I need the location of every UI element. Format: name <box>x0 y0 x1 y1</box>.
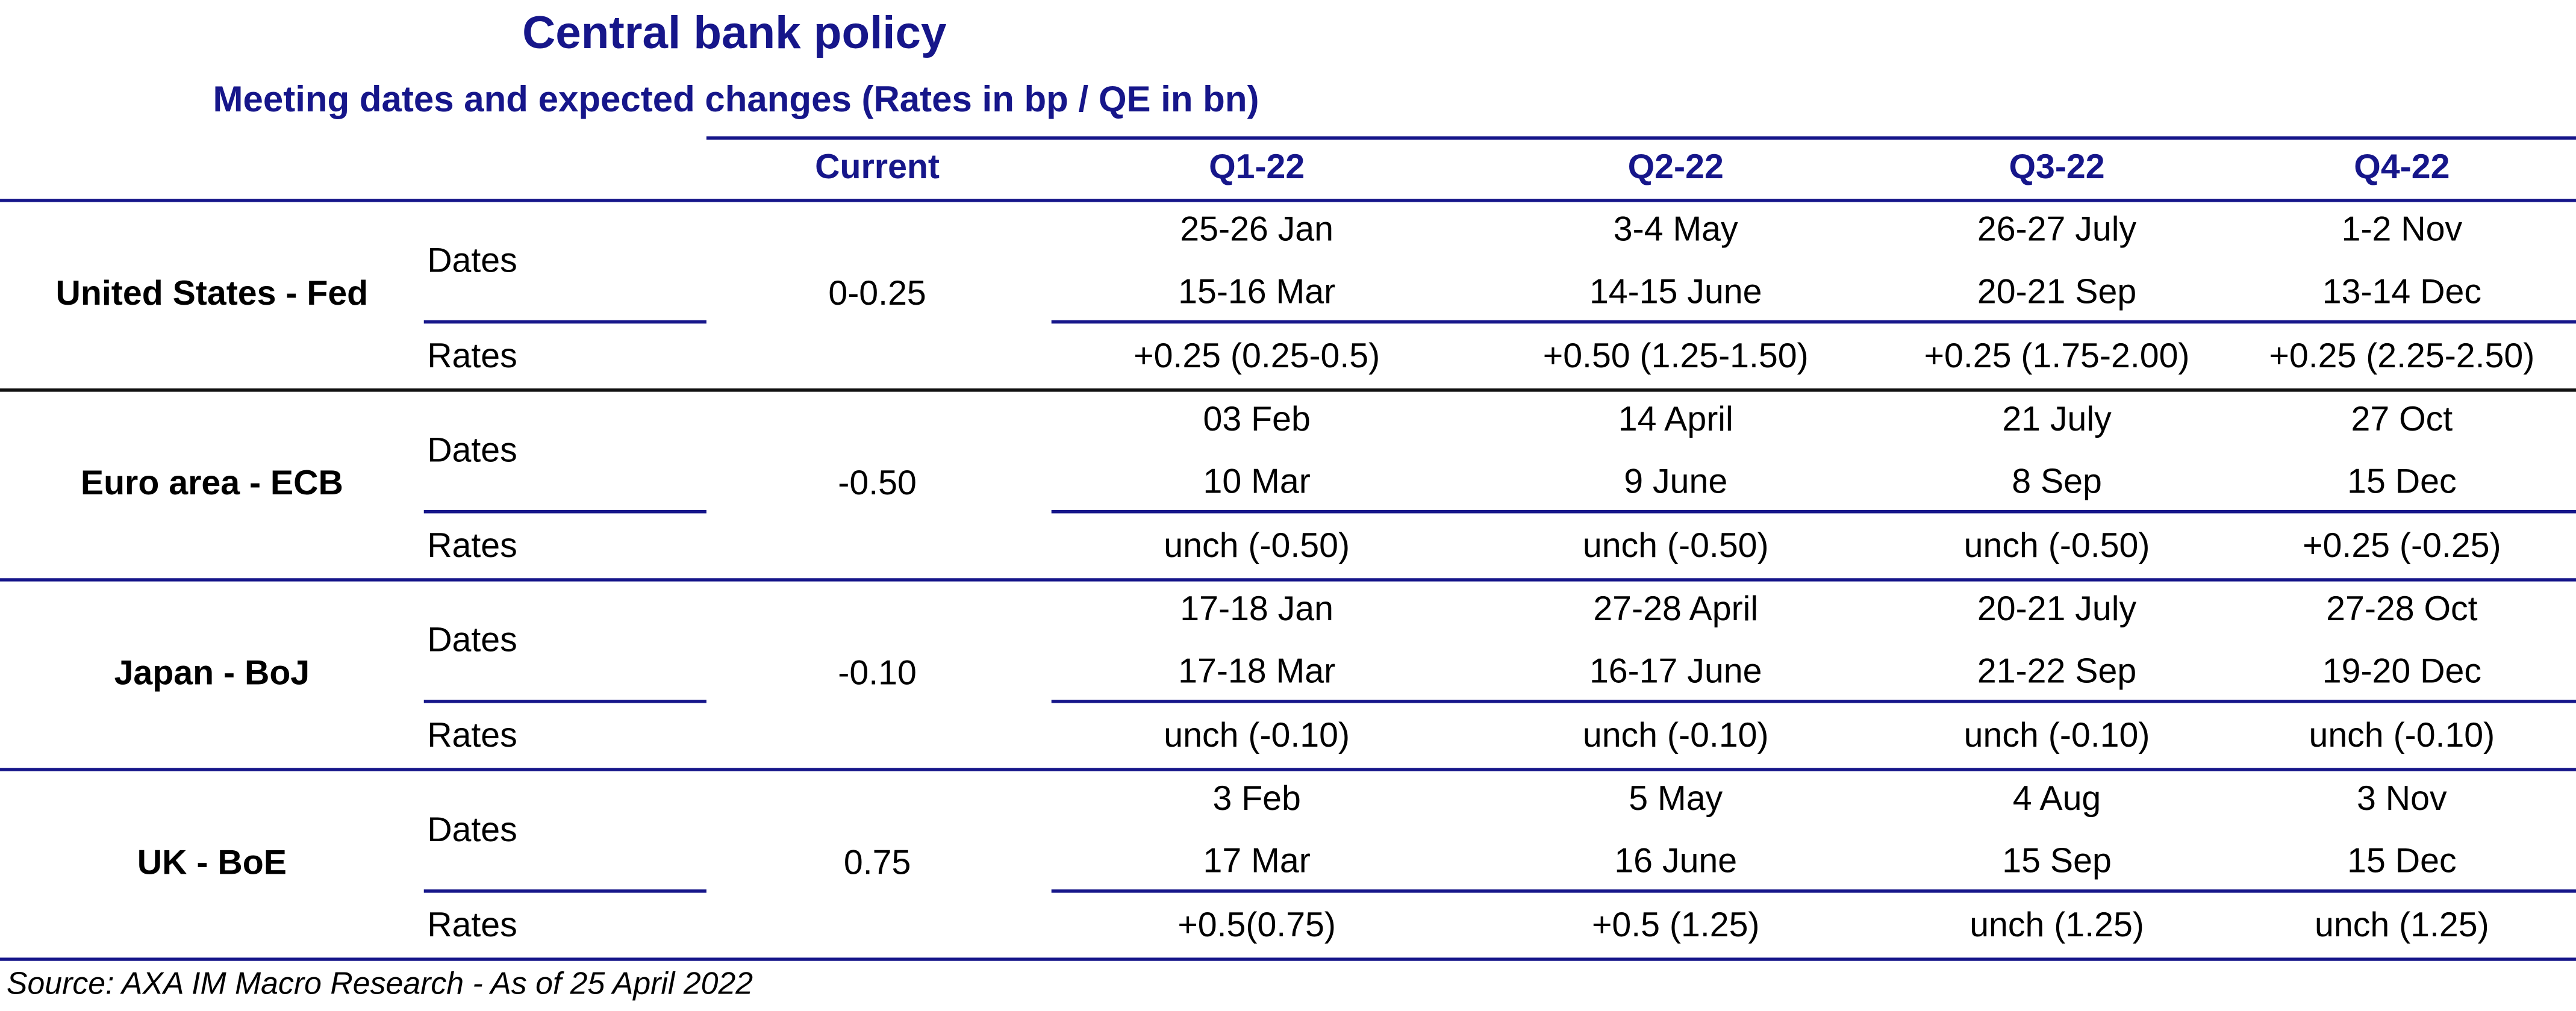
meeting-date: 4 Aug <box>2013 779 2101 818</box>
rate-change: unch (-0.10) <box>1964 716 2150 754</box>
meeting-date: 15 Dec <box>2347 842 2456 880</box>
rate-change: +0.5(0.75) <box>1177 906 1336 944</box>
meeting-date: 21-22 Sep <box>1977 652 2136 691</box>
column-header: Current <box>815 148 940 186</box>
current-rate: 0.75 <box>844 843 911 882</box>
column-header: Q3-22 <box>2009 148 2104 186</box>
meeting-date: 19-20 Dec <box>2322 652 2481 691</box>
meeting-date: 3 Feb <box>1212 779 1300 818</box>
meeting-date: 5 May <box>1629 779 1723 818</box>
meeting-date: 17-18 Mar <box>1178 652 1335 691</box>
meeting-date: 14 April <box>1618 400 1733 438</box>
meeting-date: 15-16 Mar <box>1178 272 1335 311</box>
row-label: Rates <box>427 906 517 944</box>
row-label: Dates <box>427 810 517 849</box>
meeting-date: 14-15 June <box>1589 272 1762 311</box>
rate-change: +0.50 (1.25-1.50) <box>1543 337 1809 375</box>
meeting-date: 3-4 May <box>1614 210 1738 249</box>
meeting-date: 20-21 Sep <box>1977 272 2136 311</box>
meeting-date: 20-21 July <box>1977 589 2137 628</box>
column-header: Q1-22 <box>1209 148 1305 186</box>
subtitle: Meeting dates and expected changes (Rate… <box>213 79 1259 119</box>
rate-change: unch (-0.10) <box>2309 716 2495 754</box>
meeting-date: 03 Feb <box>1203 400 1311 438</box>
meeting-date: 27-28 April <box>1593 589 1758 628</box>
meeting-date: 15 Sep <box>2002 842 2111 880</box>
rate-change: unch (-0.50) <box>1583 526 1769 565</box>
current-rate: -0.50 <box>838 464 917 502</box>
rate-change: +0.5 (1.25) <box>1592 906 1760 944</box>
bank-name: Japan - BoJ <box>114 653 310 692</box>
rate-change: unch (-0.10) <box>1164 716 1350 754</box>
rate-change: unch (1.25) <box>1969 906 2144 944</box>
row-label: Rates <box>427 526 517 565</box>
current-rate: -0.10 <box>838 653 917 692</box>
rate-change: +0.25 (-0.25) <box>2303 526 2501 565</box>
meeting-date: 16 June <box>1614 842 1737 880</box>
meeting-date: 17-18 Jan <box>1180 589 1333 628</box>
meeting-date: 25-26 Jan <box>1180 210 1333 249</box>
meeting-date: 10 Mar <box>1203 462 1311 500</box>
meeting-date: 1-2 Nov <box>2342 210 2463 249</box>
rate-change: +0.25 (1.75-2.00) <box>1924 337 2190 375</box>
source: Source: AXA IM Macro Research - As of 25… <box>7 965 753 1000</box>
bank-name: Euro area - ECB <box>81 464 343 502</box>
row-label: Rates <box>427 716 517 754</box>
rate-change: +0.25 (2.25-2.50) <box>2269 337 2534 375</box>
meeting-date: 3 Nov <box>2357 779 2447 818</box>
meeting-date: 17 Mar <box>1203 842 1311 880</box>
row-label: Rates <box>427 337 517 375</box>
meeting-date: 15 Dec <box>2347 462 2456 500</box>
row-label: Dates <box>427 431 517 470</box>
meeting-date: 8 Sep <box>2012 462 2102 500</box>
meeting-date: 9 June <box>1624 462 1727 500</box>
column-header: Q2-22 <box>1628 148 1724 186</box>
meeting-date: 21 July <box>2002 400 2112 438</box>
rate-change: +0.25 (0.25-0.5) <box>1134 337 1380 375</box>
current-rate: 0-0.25 <box>828 274 926 313</box>
meeting-date: 27-28 Oct <box>2326 589 2478 628</box>
meeting-date: 27 Oct <box>2351 400 2453 438</box>
rate-change: unch (-0.10) <box>1583 716 1769 754</box>
meeting-date: 13-14 Dec <box>2322 272 2481 311</box>
row-label: Dates <box>427 621 517 659</box>
meeting-date: 26-27 July <box>1977 210 2137 249</box>
column-header: Q4-22 <box>2354 148 2450 186</box>
rate-change: unch (1.25) <box>2315 906 2489 944</box>
rate-change: unch (-0.50) <box>1164 526 1350 565</box>
row-label: Dates <box>427 241 517 280</box>
title: Central bank policy <box>522 7 947 58</box>
bank-name: UK - BoE <box>137 843 287 882</box>
meeting-date: 16-17 June <box>1589 652 1762 691</box>
rate-change: unch (-0.50) <box>1964 526 2150 565</box>
bank-name: United States - Fed <box>56 274 369 313</box>
